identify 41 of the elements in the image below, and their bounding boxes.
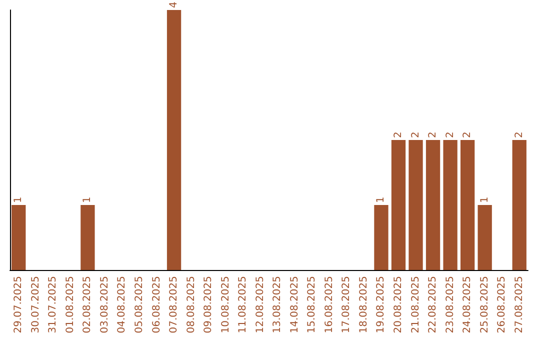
data-label: 2 bbox=[444, 132, 456, 138]
data-label: 4 bbox=[168, 2, 180, 8]
x-tick-label: 14.08.2025 bbox=[289, 276, 300, 334]
x-tick-label: 23.08.2025 bbox=[444, 276, 456, 334]
data-label: 1 bbox=[376, 196, 387, 203]
data-label: 2 bbox=[514, 132, 525, 138]
x-tick-label: 19.08.2025 bbox=[376, 276, 387, 334]
x-tick-label: 17.08.2025 bbox=[341, 276, 352, 334]
x-tick-label: 20.08.2025 bbox=[393, 276, 404, 334]
x-tick-label: 16.08.2025 bbox=[324, 276, 335, 334]
data-label: 1 bbox=[13, 196, 24, 203]
x-tick-label: 10.08.2025 bbox=[220, 276, 232, 334]
x-tick-label: 09.08.2025 bbox=[203, 276, 214, 334]
x-tick-label: 15.08.2025 bbox=[306, 276, 318, 334]
data-label: 2 bbox=[410, 132, 422, 138]
x-tick-label: 29.07.2025 bbox=[13, 276, 24, 334]
x-tick-label: 26.08.2025 bbox=[496, 276, 508, 334]
data-label: 2 bbox=[393, 132, 404, 138]
x-tick-label: 04.08.2025 bbox=[116, 276, 128, 334]
x-tick-label: 06.08.2025 bbox=[151, 276, 162, 334]
x-tick-label: 31.07.2025 bbox=[48, 276, 59, 334]
x-tick-label: 13.08.2025 bbox=[272, 276, 284, 334]
data-label: 1 bbox=[82, 196, 94, 203]
x-tick-label: 11.08.2025 bbox=[238, 276, 249, 334]
data-label: 1 bbox=[479, 196, 490, 203]
x-tick-label: 24.08.2025 bbox=[462, 276, 474, 334]
data-label: 2 bbox=[462, 132, 474, 138]
x-tick-label: 12.08.2025 bbox=[254, 276, 266, 334]
x-tick-label: 07.08.2025 bbox=[168, 276, 180, 334]
x-tick-label: 05.08.2025 bbox=[134, 276, 145, 334]
x-tick-label: 30.07.2025 bbox=[30, 276, 42, 334]
x-tick-label: 02.08.2025 bbox=[82, 276, 94, 334]
x-tick-label: 22.08.2025 bbox=[428, 276, 439, 334]
x-tick-label: 27.08.2025 bbox=[514, 276, 525, 334]
x-tick-label: 01.08.2025 bbox=[64, 276, 76, 334]
x-tick-label: 03.08.2025 bbox=[99, 276, 110, 334]
data-label: 2 bbox=[428, 132, 439, 138]
x-tick-label: 18.08.2025 bbox=[358, 276, 370, 334]
x-tick-label: 25.08.2025 bbox=[479, 276, 490, 334]
x-tick-label: 08.08.2025 bbox=[186, 276, 197, 334]
x-tick-label: 21.08.2025 bbox=[410, 276, 422, 334]
